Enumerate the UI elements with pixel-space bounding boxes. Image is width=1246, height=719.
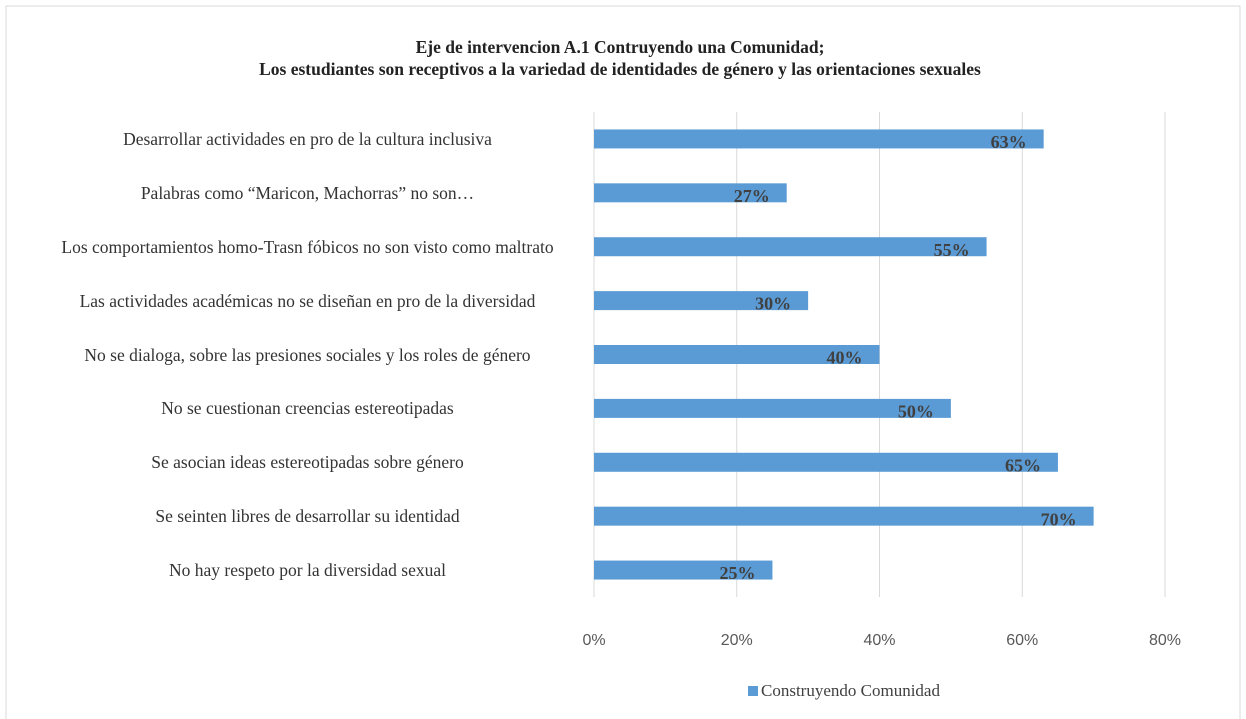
- legend-label: Construyendo Comunidad: [761, 681, 940, 700]
- y-tick-label: No hay respeto por la diversidad sexual: [168, 560, 446, 581]
- y-tick-label: Las actividades académicas no se diseñan…: [79, 290, 536, 311]
- y-tick-label: No se cuestionan creencias estereotipada…: [161, 398, 454, 419]
- value-label: 27%: [734, 186, 770, 206]
- bar: [594, 560, 773, 580]
- x-tick-label: 60%: [1006, 632, 1038, 649]
- y-tick-label: Se asocian ideas estereotipadas sobre gé…: [151, 452, 464, 473]
- value-label: 40%: [827, 348, 863, 368]
- bar: [594, 345, 880, 364]
- y-tick-label: Palabras como “Maricon, Machorras” no so…: [140, 182, 475, 203]
- x-tick-label: 20%: [721, 632, 753, 649]
- legend-swatch: [748, 686, 758, 696]
- chart-subtitle: Los estudiantes son receptivos a la vari…: [259, 59, 981, 79]
- bar: [594, 398, 951, 418]
- bar: [594, 291, 809, 311]
- y-tick-label: No se dialoga, sobre las presiones socia…: [84, 344, 531, 365]
- bar: [594, 183, 787, 203]
- value-label: 25%: [719, 563, 755, 583]
- x-tick-label: 0%: [582, 632, 605, 649]
- bar: [594, 237, 987, 257]
- x-tick-label: 40%: [863, 632, 895, 649]
- chart-border: [5, 5, 1241, 719]
- value-label: 65%: [1005, 455, 1041, 475]
- value-label: 63%: [991, 132, 1027, 152]
- bar: [594, 452, 1058, 472]
- bar: [594, 506, 1094, 526]
- y-tick-label: Los comportamientos homo-Trasn fóbicos n…: [61, 236, 554, 257]
- value-label: 55%: [934, 240, 970, 260]
- value-label: 30%: [755, 294, 791, 314]
- y-tick-label: Se seinten libres de desarrollar su iden…: [155, 506, 460, 527]
- x-tick-label: 80%: [1149, 632, 1181, 649]
- value-label: 50%: [898, 402, 934, 422]
- value-label: 70%: [1041, 509, 1077, 529]
- chart-title: Eje de intervencion A.1 Contruyendo una …: [415, 37, 825, 57]
- y-tick-label: Desarrollar actividades en pro de la cul…: [123, 128, 492, 149]
- bar: [594, 129, 1044, 149]
